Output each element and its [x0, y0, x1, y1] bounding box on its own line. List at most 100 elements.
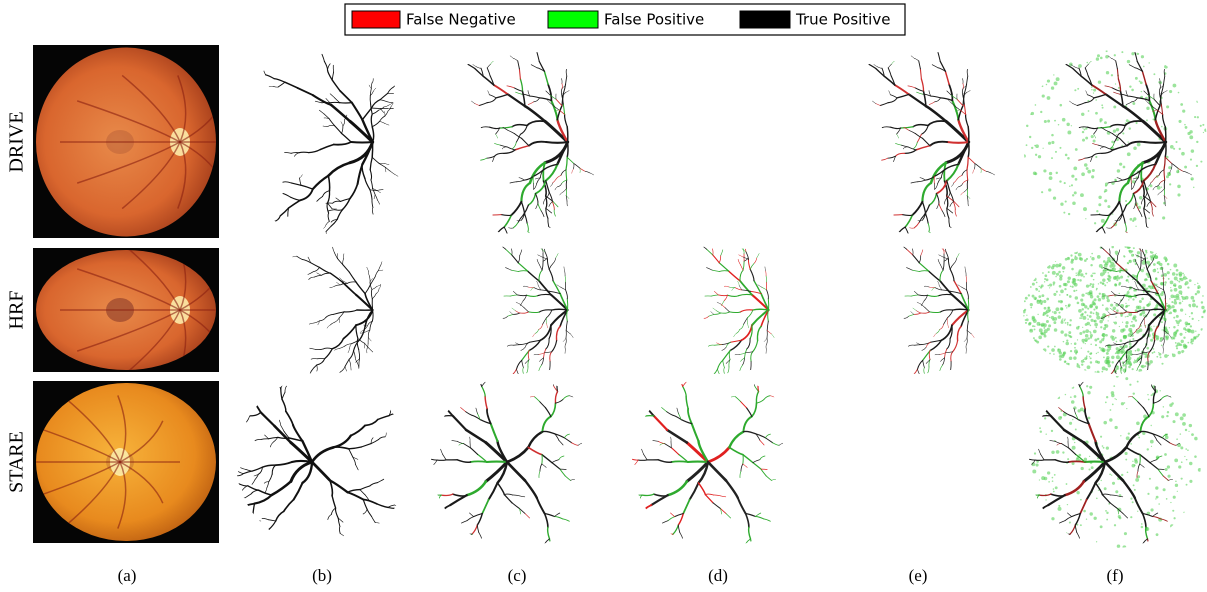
noise: [1044, 278, 1046, 280]
vessel-segment: [550, 548, 551, 556]
vessel-segment: [517, 180, 525, 182]
vessel-segment: [919, 61, 921, 69]
vessel-segment: [488, 91, 490, 95]
vessel-segment: [330, 286, 335, 288]
vessel-segment: [637, 393, 643, 404]
noise: [1076, 458, 1079, 461]
vessel-segment: [909, 94, 926, 106]
noise: [1163, 256, 1167, 260]
vessel-segment: [1102, 495, 1110, 503]
vessel-segment: [637, 515, 639, 524]
noise: [1040, 111, 1042, 113]
vessel-segment: [713, 255, 720, 263]
vessel-segment: [746, 370, 750, 372]
noise: [1066, 123, 1069, 126]
vessel-segment: [634, 383, 637, 393]
noise: [1180, 416, 1184, 420]
noise: [1051, 141, 1054, 144]
vessel-segment: [275, 375, 278, 381]
vessel-segment: [355, 464, 358, 470]
vessel-segment: [1111, 291, 1115, 295]
noise: [1128, 305, 1129, 306]
vessel-segment: [291, 462, 312, 481]
vessel-segment: [901, 127, 913, 128]
noise: [1090, 311, 1093, 314]
noise: [1128, 328, 1132, 332]
vessel-segment: [770, 396, 774, 397]
vessel-segment: [372, 110, 378, 114]
legend: False Negative False Positive True Posit…: [345, 4, 905, 35]
vessel-segment: [529, 142, 546, 146]
vessel-segment: [1149, 101, 1155, 120]
noise: [1024, 309, 1026, 311]
noise: [1084, 311, 1086, 313]
vessel-segment: [528, 351, 529, 360]
vessel-segment: [368, 330, 370, 337]
noise: [1121, 349, 1125, 353]
noise: [1070, 254, 1072, 256]
vessel-segment: [479, 103, 487, 106]
vessel-segment: [527, 223, 528, 231]
vessel-segment: [457, 460, 470, 462]
vessel-segment: [372, 200, 373, 208]
noise: [1185, 126, 1188, 129]
noise: [1024, 300, 1026, 302]
vessel-segment: [882, 158, 888, 160]
vessel-segment: [566, 321, 567, 330]
noise: [1077, 302, 1080, 305]
noise: [1111, 361, 1113, 363]
vessel-segment: [513, 313, 520, 314]
vessel-segment: [1093, 153, 1102, 156]
vessel-segment: [722, 347, 726, 350]
vessel-segment: [876, 104, 881, 106]
vessel-segment: [632, 526, 635, 533]
vessel-segment: [755, 382, 756, 386]
vessel-segment: [293, 256, 297, 257]
noise: [1178, 92, 1180, 94]
vessel-segment: [219, 505, 223, 508]
vessel-segment: [327, 325, 330, 328]
vessel-segment: [548, 527, 550, 539]
vessel-segment: [1111, 495, 1118, 496]
noise: [1074, 191, 1077, 194]
vessel-segment: [320, 145, 334, 150]
noise: [1183, 344, 1187, 348]
vessel-segment: [556, 254, 558, 258]
noise: [1059, 294, 1060, 295]
noise: [1174, 301, 1177, 304]
noise: [1115, 352, 1117, 354]
vessel-segment: [239, 504, 254, 509]
noise: [1040, 286, 1042, 288]
vessel-segment: [951, 352, 953, 362]
vessel-segment: [476, 67, 481, 69]
noise: [1086, 355, 1088, 357]
vessel-segment: [507, 376, 511, 382]
noise: [1030, 303, 1033, 306]
vessel-segment: [1172, 164, 1178, 169]
noise: [1136, 306, 1139, 309]
noise: [1046, 433, 1047, 434]
noise: [1089, 352, 1092, 355]
noise: [1133, 146, 1137, 150]
noise: [1043, 327, 1045, 329]
noise: [1070, 350, 1072, 352]
noise: [1152, 118, 1154, 120]
vessel-segment: [719, 256, 721, 263]
vessel-segment: [896, 153, 905, 156]
vessel-segment: [725, 308, 730, 312]
noise: [1071, 268, 1074, 271]
vessel-segment: [547, 259, 549, 269]
noise: [1110, 262, 1113, 265]
column-label: (a): [118, 566, 137, 585]
vessel-segment: [565, 344, 566, 349]
vessel-segment: [1105, 376, 1109, 382]
noise: [1065, 342, 1069, 346]
vessel-segment: [510, 56, 513, 59]
vessel-segment: [952, 101, 958, 120]
vessel-segment: [705, 494, 713, 495]
vessel-segment: [719, 271, 728, 272]
vessel-map: [858, 43, 995, 241]
vessel-segment: [269, 474, 272, 481]
noise: [1183, 512, 1185, 514]
vessel-segment: [677, 408, 679, 413]
